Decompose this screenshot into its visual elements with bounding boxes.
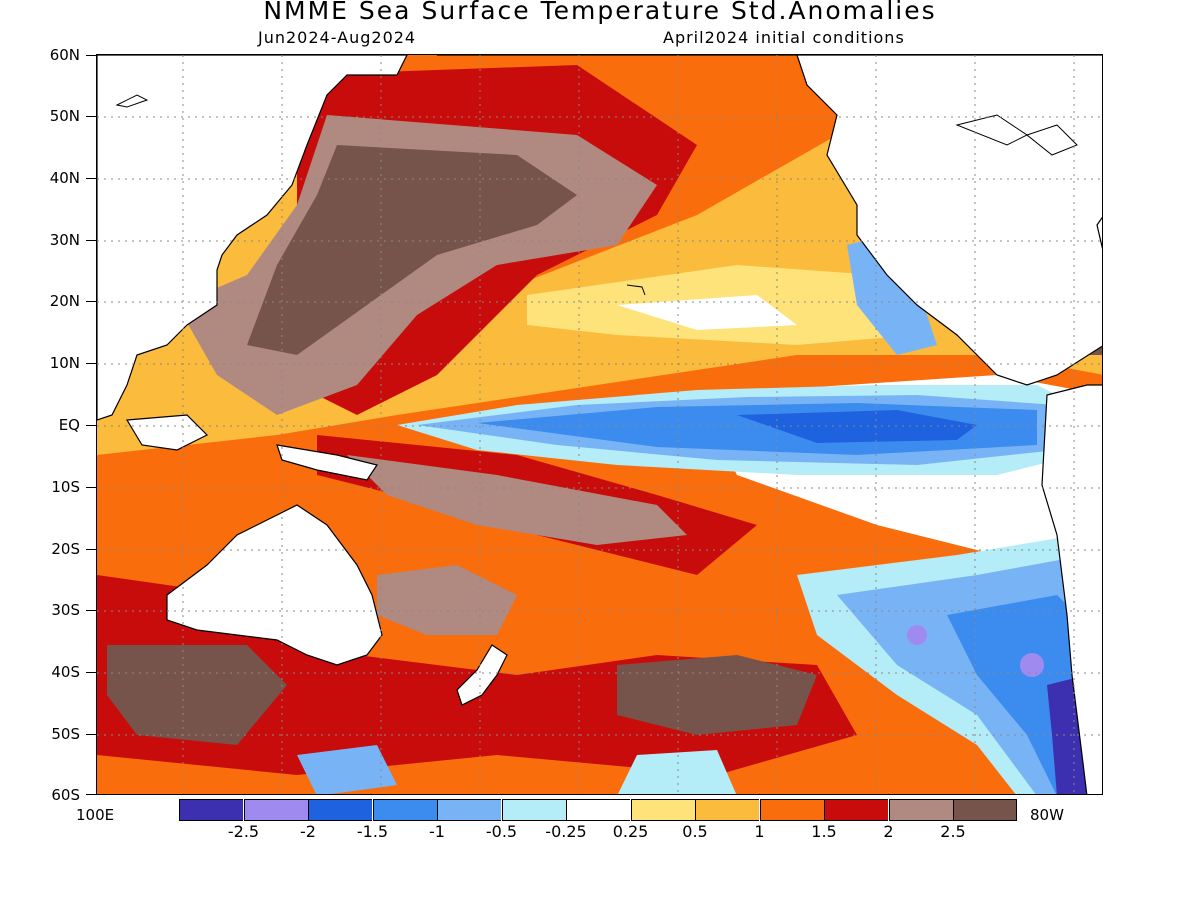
- anomaly-region-lightbrown-sp: [347, 455, 687, 545]
- lat-tick: [86, 487, 96, 488]
- colorbar-tick-label: -2.5: [227, 822, 260, 841]
- initial-conditions: April2024 initial conditions: [663, 28, 905, 47]
- colorbar-tick-label: 0.25: [612, 822, 649, 841]
- colorbar-swatch: [695, 799, 759, 821]
- colorbar-tick-label: 1.5: [811, 822, 837, 841]
- colorbar-tick-label: 1: [754, 822, 765, 841]
- lon-label-left: 100E: [76, 806, 115, 824]
- north-america-landmass: [437, 55, 1102, 386]
- asia-landmass: [97, 55, 408, 421]
- lat-tick: [86, 549, 96, 550]
- map-canvas: [97, 55, 1102, 794]
- map-gridlines: [97, 55, 1102, 794]
- lat-label-50s: 50S: [51, 725, 80, 743]
- colorbar-tick-label: -2: [300, 822, 316, 841]
- lat-label-20s: 20S: [51, 540, 80, 558]
- lat-tick: [86, 116, 96, 117]
- colorbar-legend: [179, 799, 1018, 821]
- lat-tick: [86, 425, 96, 426]
- lat-label-40s: 40S: [51, 663, 80, 681]
- colorbar-swatch: [824, 799, 888, 821]
- anomaly-region-lightblue-southern: [617, 750, 737, 794]
- lat-label-30n: 30N: [49, 231, 80, 249]
- colorbar-tick-label: -0.5: [485, 822, 518, 841]
- hawaii-islands: [626, 284, 646, 296]
- island-outline: [115, 94, 149, 108]
- colorbar-swatch: [566, 799, 630, 821]
- new-guinea-landmass: [276, 444, 378, 481]
- colorbar-swatch: [759, 799, 824, 821]
- colorbar-swatch: [308, 799, 372, 821]
- anomaly-region-brown-indian: [107, 645, 287, 745]
- anomaly-region-white-central: [617, 295, 797, 330]
- coast-details: [115, 94, 1078, 296]
- colorbar-tick-label: 2: [883, 822, 894, 841]
- colorbar-swatch: [630, 799, 695, 821]
- lat-label-10s: 10S: [51, 478, 80, 496]
- anomaly-region-blue-california: [847, 235, 937, 355]
- anomaly-region-lavender-blob: [1020, 653, 1044, 677]
- colorbar-swatch: [243, 799, 308, 821]
- lat-label-40n: 40N: [49, 169, 80, 187]
- borneo-landmass: [125, 414, 209, 451]
- forecast-period: Jun2024-Aug2024: [258, 28, 417, 47]
- anomaly-region-lightbrown-tasman: [377, 565, 517, 635]
- anomaly-region-darkblue-cold-tongue: [737, 410, 977, 443]
- lat-tick: [86, 734, 96, 735]
- colorbar-swatch: [179, 799, 243, 821]
- colorbar-swatch: [437, 799, 501, 821]
- colorbar-tick-label: -1: [429, 822, 445, 841]
- great-lakes-outline: [1025, 124, 1078, 156]
- colorbar-swatch: [888, 799, 953, 821]
- colorbar-swatch: [372, 799, 437, 821]
- south-america-landmass: [1041, 384, 1102, 794]
- new-zealand-landmass: [456, 644, 508, 706]
- caribbean-island: [1096, 216, 1102, 250]
- colorbar-tick-label: 0.5: [682, 822, 708, 841]
- lat-tick: [86, 672, 96, 673]
- lat-label-eq: EQ: [58, 416, 80, 434]
- lon-label-right: 80W: [1030, 806, 1064, 824]
- lat-label-10n: 10N: [49, 354, 80, 372]
- anomaly-region-brown-southpacific: [617, 655, 817, 735]
- lat-label-20n: 20N: [49, 292, 80, 310]
- colorbar-tick-label: -0.25: [545, 822, 587, 841]
- lat-tick: [86, 363, 96, 364]
- colorbar-swatch: [501, 799, 566, 821]
- lat-label-30s: 30S: [51, 601, 80, 619]
- lat-tick: [86, 610, 96, 611]
- anomaly-region-lavender-blob: [907, 625, 927, 645]
- colorbar-swatch: [953, 799, 1017, 821]
- map-title: NMME Sea Surface Temperature Std.Anomali…: [263, 0, 937, 25]
- lat-tick: [86, 240, 96, 241]
- landmasses: [97, 55, 1102, 794]
- australia-landmass: [166, 504, 383, 666]
- colorbar-tick-label: -1.5: [356, 822, 389, 841]
- lat-label-60s: 60S: [51, 786, 80, 804]
- anomaly-region-blue-southern: [297, 745, 397, 794]
- lat-tick: [86, 178, 96, 179]
- lat-tick: [86, 794, 96, 795]
- sst-anomaly-map: [96, 54, 1103, 795]
- lat-tick: [86, 301, 96, 302]
- lat-tick: [86, 55, 96, 56]
- colorbar-tick-label: 2.5: [940, 822, 966, 841]
- lat-label-50n: 50N: [49, 107, 80, 125]
- lat-label-60n: 60N: [49, 46, 80, 64]
